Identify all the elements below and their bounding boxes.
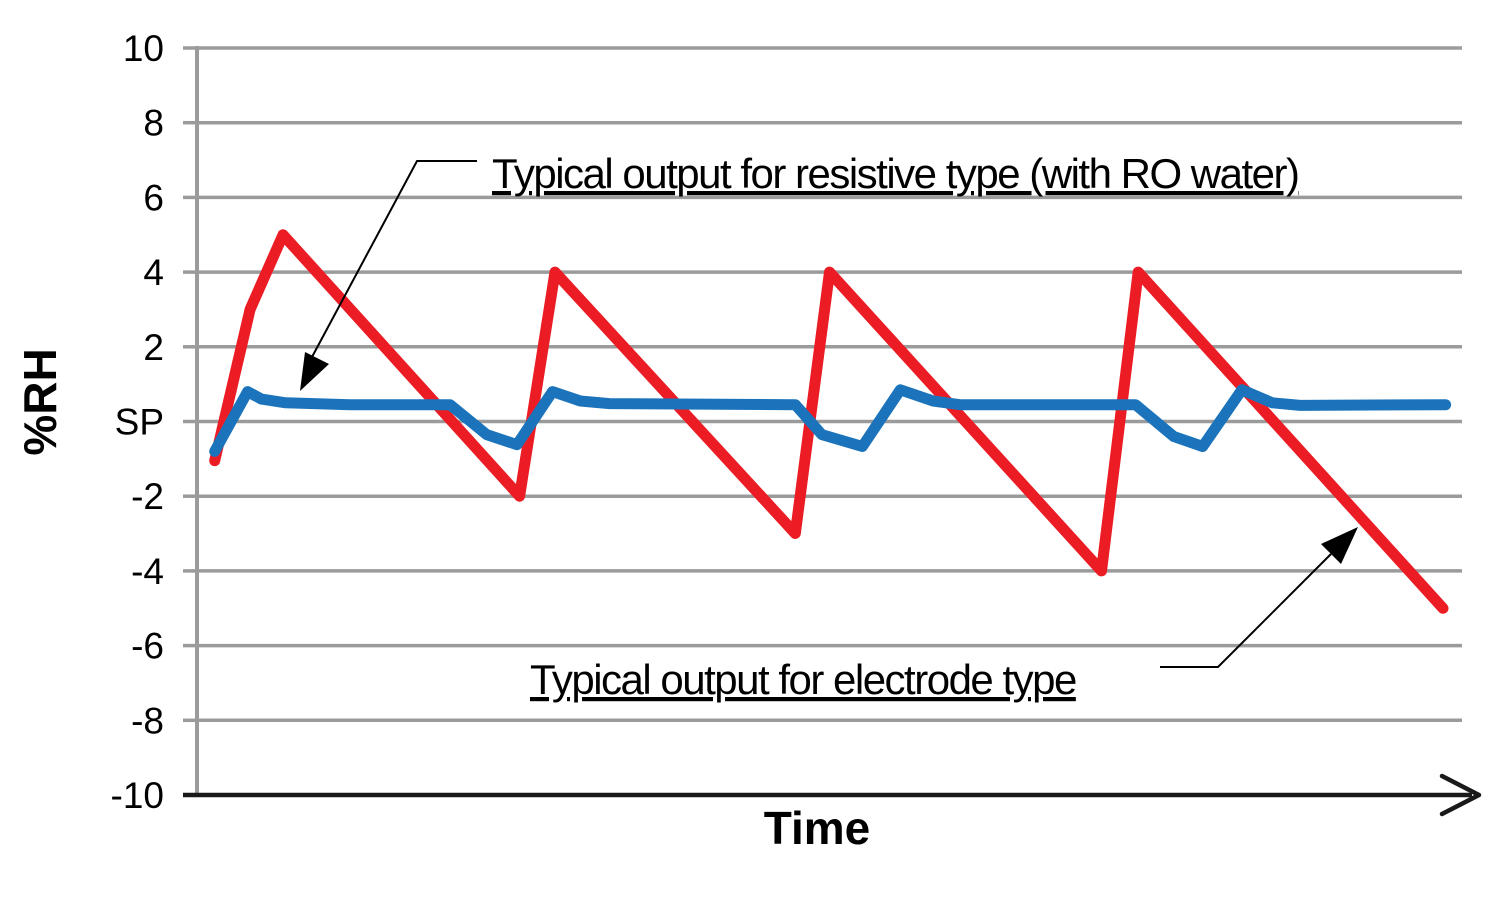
y-tick-label: -10 [111,775,164,816]
y-axis-title: %RH [14,348,66,455]
y-tick-label: -2 [131,476,164,517]
y-tick-label: 10 [123,28,164,69]
y-tick-label: SP [115,402,164,443]
x-axis-title: Time [764,802,871,854]
y-tick-label: 2 [143,327,164,368]
annotation-electrode-label: Typical output for electrode type [530,656,1076,703]
y-tick-label: -8 [131,700,164,741]
annotation-electrode-leader-line [1160,553,1332,668]
y-tick-label: -6 [131,626,164,667]
y-tick-label: 6 [143,177,164,218]
y-tick-label: -4 [131,551,164,592]
resistive-type-line [209,384,1452,457]
gridlines [197,46,1462,723]
y-axis-ticks [183,46,197,723]
annotation-resistive-arrowhead-icon [300,352,329,391]
y-tick-label: 4 [143,252,164,293]
annotation-electrode-arrowhead-icon [1321,527,1358,564]
y-tick-label: 8 [143,103,164,144]
y-axis-tick-labels: 10 8 6 4 2 SP -2 -4 -6 -8 -10 [111,28,164,816]
x-axis-arrow-icon [1439,773,1482,817]
annotation-resistive-leader-line [311,160,477,358]
annotation-resistive-label: Typical output for resistive type (with … [492,150,1298,197]
data-series [209,229,1452,614]
